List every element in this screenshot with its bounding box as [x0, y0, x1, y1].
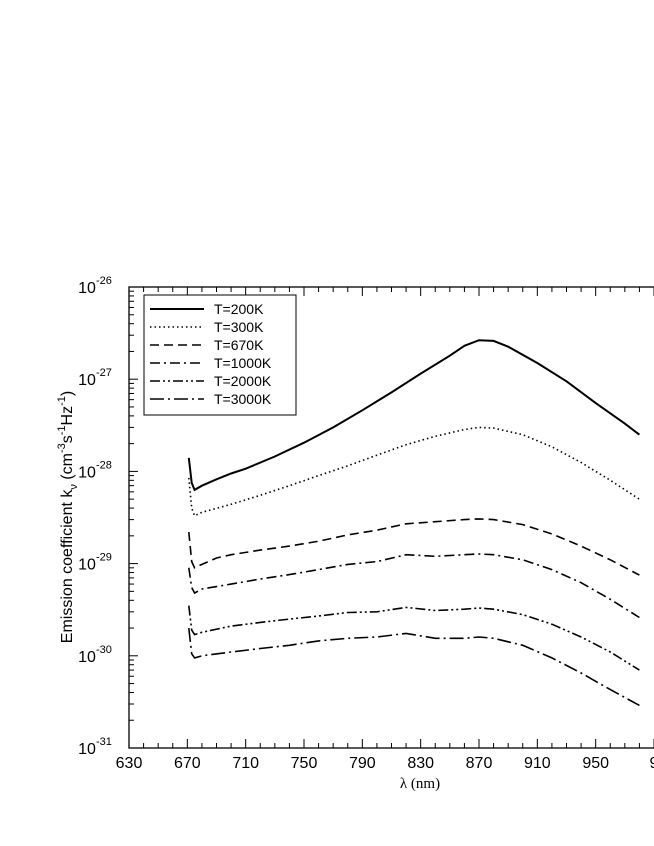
series-line-t-2000k: [188, 605, 640, 671]
legend-box: [143, 294, 297, 416]
x-axis-title: λ (nm): [400, 776, 440, 792]
x-tick-label: 630: [116, 755, 143, 772]
legend-label: T=3000K: [214, 391, 272, 407]
y-tick-label: 10-28: [78, 459, 112, 481]
plot-frame: [128, 286, 654, 749]
legend-label: T=670K: [214, 337, 264, 353]
series-line-t-300k: [188, 426, 640, 517]
series-line-t-1000k: [188, 553, 640, 619]
x-tick-label: 830: [407, 755, 434, 772]
legend-label: T=2000K: [214, 373, 272, 389]
series-line-t-670k: [188, 518, 640, 576]
x-tick-label: 750: [291, 755, 318, 772]
legend-label: T=1000K: [214, 355, 272, 371]
legend-label: T=300K: [214, 319, 264, 335]
series-line-t-3000k: [188, 627, 640, 707]
y-tick-label: 10-30: [78, 644, 112, 666]
y-tick-label: 10-29: [78, 552, 112, 574]
legend-label: T=200K: [214, 301, 264, 317]
y-tick-label: 10-27: [78, 367, 112, 389]
legend: T=200K T=300K T=670K T=1000K T=2000K T=3000K: [143, 294, 297, 416]
tick-layer: 630 670 710 750 790 830 870 910 950 9 10-31 10-30 10…: [78, 275, 654, 772]
x-tick-label: 670: [174, 755, 201, 772]
x-tick-label: 910: [524, 755, 551, 772]
series-line-t-200k: [187, 339, 641, 492]
y-axis-title: Emission coefficient kν (cm-3s-1Hz-1): [56, 391, 80, 643]
x-tick-label: 950: [582, 755, 609, 772]
y-tick-label: 10-31: [78, 736, 112, 758]
x-tick-label: 790: [349, 755, 376, 772]
x-tick-label: 9: [650, 755, 654, 772]
series-layer: [187, 339, 641, 707]
plot-frame-box: [128, 286, 654, 749]
x-tick-label: 870: [466, 755, 493, 772]
y-tick-label: 10-26: [78, 275, 112, 297]
x-tick-label: 710: [232, 755, 259, 772]
